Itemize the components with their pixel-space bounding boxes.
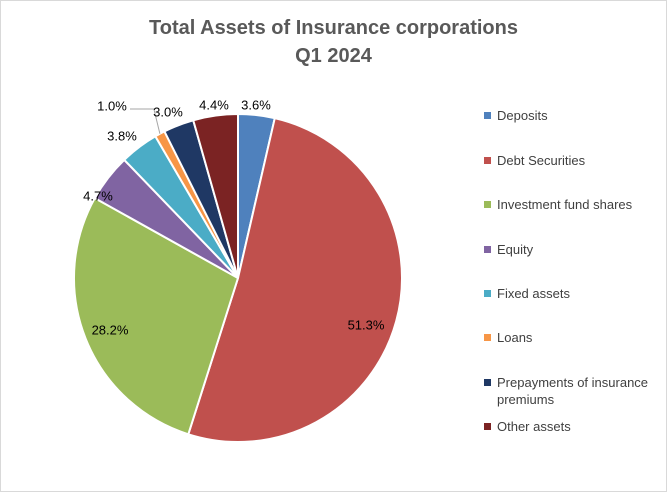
pie-slice-other-assets (192, 112, 239, 279)
data-label-debt-securities: 51.3% (348, 317, 385, 332)
data-label-loans: 1.0% (97, 98, 127, 113)
legend-item: Fixed assets (484, 285, 664, 302)
legend-item: Loans (484, 329, 664, 346)
legend-item: Debt Securities (484, 152, 664, 169)
legend-item: Equity (484, 241, 664, 258)
legend-label: Debt Securities (497, 153, 586, 168)
chart-title: Total Assets of Insurance corporations (149, 17, 518, 39)
legend-swatch (484, 246, 491, 253)
data-label-investment-fund-shares: 28.2% (92, 322, 129, 337)
legend-label: Deposits (497, 108, 548, 123)
legend-swatch (484, 112, 491, 119)
legend-item: Prepayments of insurance premiums (484, 374, 664, 408)
legend-swatch (484, 423, 491, 430)
data-label-fixed-assets: 3.8% (107, 128, 137, 143)
legend-swatch (484, 201, 491, 208)
leader-line-loans (130, 108, 161, 134)
legend-label: Loans (497, 330, 533, 345)
data-label-deposits: 3.6% (241, 97, 271, 112)
legend-label: Prepayments of insurance premiums (497, 375, 649, 407)
legend-label: Other assets (497, 419, 571, 434)
legend-swatch (484, 379, 491, 386)
data-label-other-assets: 4.4% (199, 97, 229, 112)
legend-item: Investment fund shares (484, 196, 664, 213)
pie-slice-investment-fund-shares (73, 196, 240, 436)
legend-swatch (484, 290, 491, 297)
legend-label: Fixed assets (497, 286, 570, 301)
legend-item: Deposits (484, 107, 664, 124)
legend-label: Equity (497, 242, 534, 257)
legend-swatch (484, 157, 491, 164)
legend-item: Other assets (484, 418, 664, 435)
pie-slice-debt-securities (187, 116, 403, 443)
chart-subtitle: Q1 2024 (295, 45, 372, 67)
legend-label: Investment fund shares (497, 197, 633, 212)
data-label-prepayments-of-insurance-premiums: 3.0% (153, 104, 183, 119)
data-label-equity: 4.7% (83, 188, 113, 203)
legend-swatch (484, 334, 491, 341)
